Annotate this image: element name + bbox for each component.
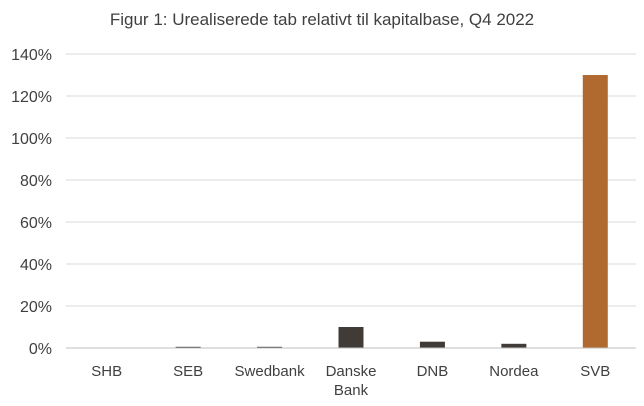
x-axis-ticks: SHB SEB Swedbank Danske Bank DNB Nordea SVB	[91, 363, 610, 399]
bar	[501, 343, 527, 348]
bar	[257, 346, 283, 348]
y-tick-label: 0%	[29, 341, 52, 358]
bar	[175, 346, 201, 348]
bar	[582, 75, 608, 348]
x-tick-label: SVB	[580, 363, 610, 380]
y-tick-label: 20%	[20, 299, 52, 316]
y-tick-label: 120%	[11, 89, 52, 106]
x-tick-label: Swedbank	[235, 363, 306, 380]
bars	[175, 75, 608, 348]
x-tick-label: Danske Bank	[326, 363, 377, 399]
y-tick-label: 40%	[20, 257, 52, 274]
y-axis-ticks: 0% 20% 40% 60% 80% 100% 120% 140%	[11, 47, 52, 358]
x-tick-label: DNB	[417, 363, 449, 380]
x-tick-label: SHB	[91, 363, 122, 380]
x-tick-label: Nordea	[489, 363, 539, 380]
y-tick-label: 100%	[11, 131, 52, 148]
y-tick-label: 140%	[11, 47, 52, 64]
bar	[419, 341, 445, 348]
y-tick-label: 60%	[20, 215, 52, 232]
y-tick-label: 80%	[20, 173, 52, 190]
chart-title: Figur 1: Urealiserede tab relativt til k…	[109, 10, 535, 29]
bar	[338, 327, 364, 348]
gridlines	[66, 53, 636, 307]
x-tick-label: SEB	[173, 363, 203, 380]
